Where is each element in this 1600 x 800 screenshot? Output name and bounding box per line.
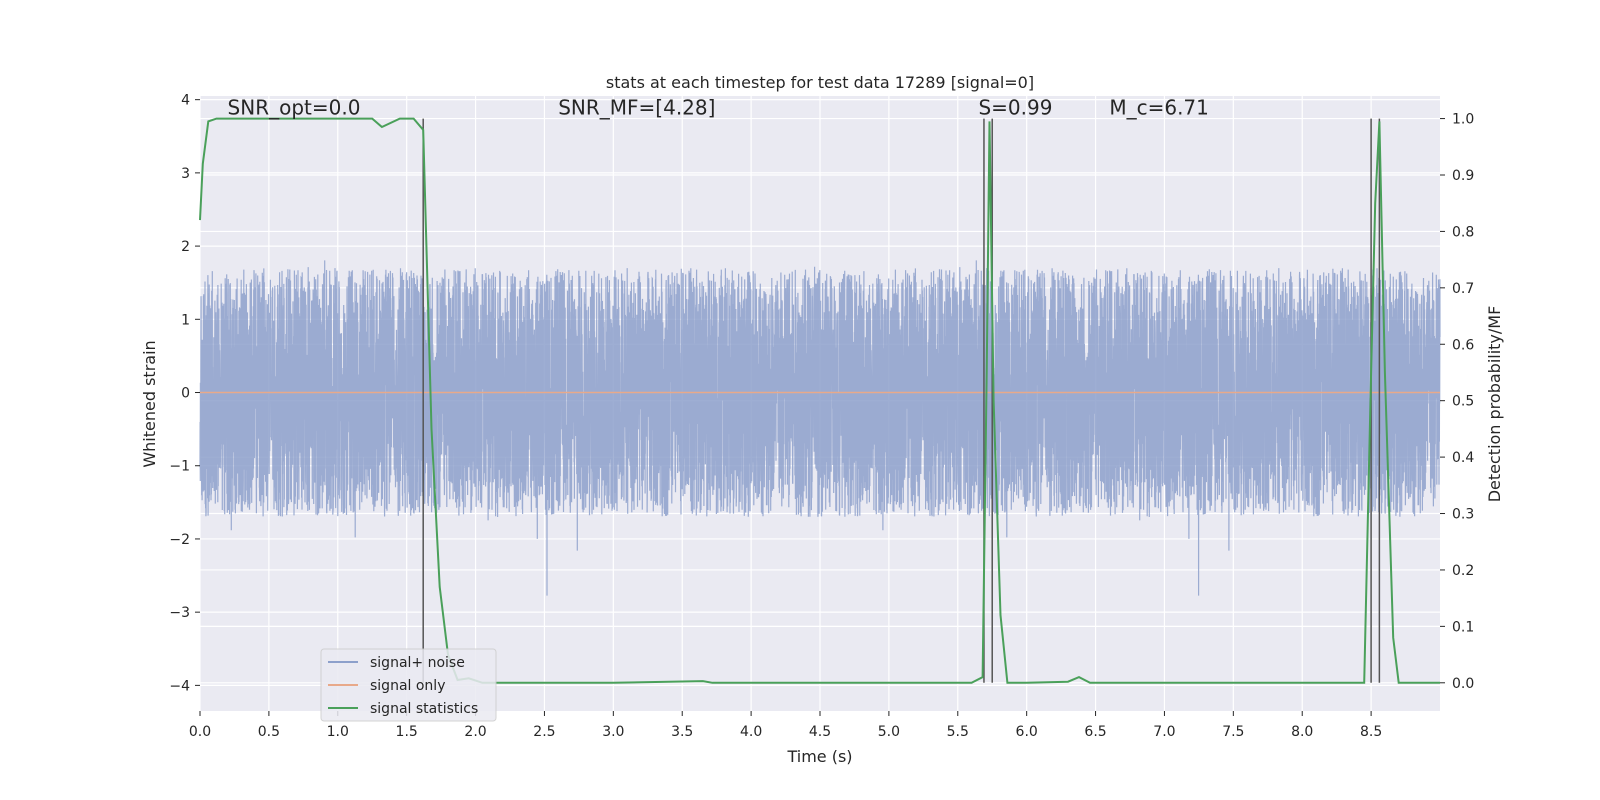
x-axis-label: Time (s)	[786, 747, 852, 766]
legend-entry-signal-statistics: signal statistics	[370, 701, 478, 717]
y-right-tick-label: 0.2	[1452, 563, 1474, 579]
y-tick-label: 2	[181, 239, 190, 255]
annotations: SNR_opt=0.0 SNR_MF=[4.28] S=0.99 M_c=6.71	[228, 95, 1209, 119]
y-tick-label: −1	[169, 459, 190, 475]
y-axis-ticks-right: 0.0 0.1 0.2 0.3 0.4 0.5 0.6 0.7 0.8 0.9 1.0	[1440, 112, 1474, 692]
annotation-text: SNR_opt=0.0	[228, 95, 361, 119]
x-tick-label: 8.0	[1291, 724, 1313, 740]
y-axis-label: Whitened strain	[140, 340, 159, 467]
y-axis-ticks-left: −4 −3 −2 −1 0 1 2 3 4	[169, 93, 200, 694]
y-right-tick-label: 0.0	[1452, 676, 1474, 692]
y-right-tick-label: 0.9	[1452, 168, 1474, 184]
legend-box	[320, 648, 497, 722]
annotation-text: SNR_MF=[4.28]	[558, 95, 715, 119]
x-tick-label: 7.0	[1153, 724, 1175, 740]
y-axis-right-label: Detection probability/MF	[1485, 306, 1504, 503]
x-tick-label: 4.5	[809, 724, 831, 740]
annotation-text: M_c=6.71	[1109, 95, 1209, 119]
y-right-tick-label: 0.6	[1452, 337, 1474, 353]
x-tick-label: 5.0	[878, 724, 900, 740]
legend-entry-signal-only: signal only	[370, 678, 445, 694]
y-tick-label: −2	[169, 532, 190, 548]
signal-statistics-line	[199, 117, 1440, 684]
x-tick-label: 4.0	[740, 724, 762, 740]
x-tick-label: 1.0	[327, 724, 349, 740]
y-tick-label: −4	[169, 678, 190, 694]
y-right-tick-label: 1.0	[1452, 112, 1474, 128]
y-right-tick-label: 0.3	[1452, 507, 1474, 523]
y-right-tick-label: 0.1	[1452, 619, 1474, 635]
x-tick-label: 8.5	[1360, 724, 1382, 740]
series-signal-noise	[199, 260, 1441, 596]
x-tick-label: 7.5	[1222, 724, 1244, 740]
x-tick-label: 2.0	[464, 724, 486, 740]
y-right-tick-label: 0.7	[1452, 281, 1474, 297]
y-tick-label: −3	[169, 605, 190, 621]
x-tick-label: 0.0	[189, 724, 211, 740]
y-tick-label: 1	[181, 312, 190, 328]
x-tick-label: 1.5	[396, 724, 418, 740]
x-tick-label: 6.5	[1084, 724, 1106, 740]
x-tick-label: 2.5	[533, 724, 555, 740]
y-tick-label: 3	[181, 166, 190, 182]
series-signal-statistics	[199, 117, 1440, 684]
y-tick-label: 4	[181, 93, 190, 109]
x-tick-label: 5.5	[947, 724, 969, 740]
x-tick-label: 6.0	[1016, 724, 1038, 740]
x-axis-ticks: 0.0 0.5 1.0 1.5 2.0 2.5 3.0 3.5 4.0 4.5 5.0 5.5 6.0 6…	[189, 711, 1382, 740]
legend-entry-signal-noise: signal+ noise	[370, 655, 465, 671]
legend: signal+ noise signal only signal statist…	[320, 648, 497, 722]
y-right-tick-label: 0.5	[1452, 394, 1474, 410]
y-right-tick-label: 0.4	[1452, 450, 1474, 466]
chart-title: stats at each timestep for test data 172…	[606, 73, 1034, 92]
x-tick-label: 0.5	[258, 724, 280, 740]
signal-noise-line	[199, 260, 1441, 596]
y-right-tick-label: 0.8	[1452, 224, 1474, 240]
x-tick-label: 3.5	[671, 724, 693, 740]
annotation-text: S=0.99	[978, 95, 1052, 119]
x-tick-label: 3.0	[602, 724, 624, 740]
y-tick-label: 0	[181, 386, 190, 402]
